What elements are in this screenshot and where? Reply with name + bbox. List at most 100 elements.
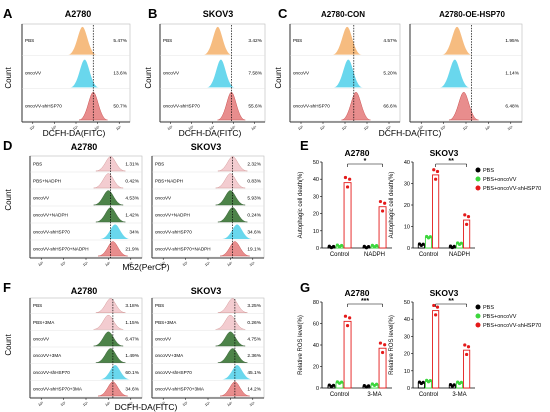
row-label-F-left-5: oncoVV-shHSP70+3MA [33, 387, 83, 392]
panel-D-xlabel: M52(PerCP) [122, 262, 169, 272]
histogram-C-right-2 [448, 91, 479, 121]
panel-C-ylabel: Count [274, 67, 283, 89]
bar-point-0-1-2-0 [378, 199, 383, 204]
flow-frame-A [21, 23, 131, 123]
legend-E-item-0: PBS [483, 168, 494, 174]
row-pct-C-right-2: 6.48% [505, 103, 519, 109]
x-tick-label-D-left-2: 10⁴ [82, 261, 89, 267]
histogram-C-left-0 [332, 26, 362, 55]
x-tick-label-F-left-1: 10³ [60, 401, 67, 407]
x-tick-label-F-right-4: 10⁶ [249, 401, 256, 407]
panel-C-right-title: A2780-OE-HSP70 [439, 10, 505, 19]
bar-chart-title-3: SKOV3 [430, 288, 459, 298]
bar-category-label-0-1: NADPH [364, 252, 385, 258]
row-label-F-left-3: oncoVV+3MA [33, 353, 62, 358]
histogram-C-right-0 [442, 26, 472, 55]
row-pct-D-left-2: 4.53% [125, 195, 139, 201]
x-tick-label-F-right-3: 10⁵ [227, 401, 234, 407]
row-label-F-left-4: oncoVV-shHSP70 [33, 370, 70, 375]
row-pct-F-left-4: 60.1% [125, 370, 139, 376]
row-pct-F-right-2: 4.75% [247, 337, 261, 343]
bar-y-tick-label-3-4: 40 [404, 317, 410, 323]
bar-y-tick-label-1-4: 40 [404, 160, 410, 166]
bar-point-1-0-1-2 [428, 235, 432, 239]
bar-chart-0: A2780 Autophagic cell death(%) 0 10 20 30 40 50… [298, 148, 392, 258]
row-label-D-left-4: oncoVV-shHSP70 [33, 229, 70, 234]
bar-y-tick-label-2-3: 60 [313, 322, 319, 328]
bar-point-1-0-0-2 [421, 242, 425, 246]
bar-1-0-2 [432, 174, 440, 249]
x-tick-label-B-4: 10⁶ [251, 125, 258, 131]
bar-point-0-0-1-2 [340, 243, 344, 248]
histogram-C-left-2 [341, 91, 371, 121]
x-tick-label-D-right-3: 10⁵ [227, 261, 234, 267]
row-label-D-right-5: oncoVV-shHSP70+NADPH [155, 246, 211, 251]
row-pct-A-0: 5.47% [113, 38, 127, 44]
legend-E-item-2: PBS+oncoVV-shHSP70 [483, 186, 541, 192]
histogram-D-left-4 [100, 224, 130, 239]
bar-point-0-0-2-2 [348, 177, 352, 181]
panel-letter-F: F [3, 280, 11, 295]
x-tick-label-B-2: 10⁴ [209, 125, 216, 131]
x-tick-label-A-0: 10² [29, 125, 36, 131]
bar-charts: A2780 Autophagic cell death(%) 0 10 20 30 40 50… [298, 148, 475, 398]
row-label-D-right-0: PBS [155, 161, 164, 166]
row-label-F-left-0: PBS [33, 303, 42, 308]
histogram-F-left-4 [100, 365, 130, 380]
x-tick-label-A-3: 10⁵ [94, 125, 101, 131]
row-label-B-0: PBS [163, 38, 172, 43]
x-tick-label-C-left-0: 10² [297, 125, 304, 131]
bar-chart-ylabel-2: Relative ROS level(%) [298, 315, 304, 375]
row-pct-D-left-5: 21.9% [125, 246, 139, 252]
bar-point-1-0-2-0 [432, 168, 436, 172]
x-tick-label-C-right-1: 10³ [440, 125, 447, 131]
bar-point-0-1-2-1 [380, 209, 385, 213]
bar-point-3-0-2-2 [435, 305, 440, 309]
panel-letter-C: C [278, 6, 288, 21]
legend-E: PBS PBS+oncoVV PBS+oncoVV-shHSP70 [475, 167, 541, 192]
bar-chart-ylabel-0: Autophagic cell death(%) [298, 172, 304, 239]
x-tick-label-C-left-3: 10⁵ [363, 125, 370, 131]
bar-y-tick-label-2-2: 40 [313, 343, 319, 349]
row-label-D-left-5: oncoVV-shHSP70+NADPH [33, 246, 89, 251]
histogram-F-right-0 [217, 298, 248, 313]
bar-point-3-0-2-0 [432, 303, 436, 308]
bar-point-2-1-1-2 [375, 382, 379, 386]
x-tick-label-D-right-0: 10² [159, 261, 166, 267]
bar-0-0-2 [343, 182, 352, 249]
x-tick-label-F-left-2: 10⁴ [82, 401, 89, 407]
row-pct-F-left-5: 34.6% [125, 387, 139, 393]
bar-y-tick-label-1-3: 30 [404, 182, 410, 188]
row-pct-B-0: 3.42% [248, 38, 262, 44]
row-pct-F-left-0: 3.18% [125, 303, 139, 309]
bar-3-0-2 [432, 310, 440, 389]
row-label-F-right-1: PBS+3MA [155, 320, 177, 325]
row-pct-A-2: 50.7% [113, 103, 127, 109]
bar-chart-title-0: A2780 [344, 148, 369, 158]
panel-D-left-title: A2780 [71, 142, 98, 152]
legend-E-item-1: PBS+oncoVV [483, 177, 517, 183]
panel-D-right-title: SKOV3 [191, 142, 222, 152]
bar-point-0-1-2-2 [383, 201, 387, 205]
flow-box-C-right: 1.95% 1.14% 6.48% 10² 10³ 10⁴ 10⁵ 10⁶ [409, 23, 523, 131]
row-pct-D-left-4: 34% [129, 229, 139, 235]
flow-frame-D-right [151, 155, 265, 259]
bar-2-1-2 [378, 347, 387, 389]
row-pct-F-right-1: 0.26% [247, 320, 261, 326]
panel-F-left-title: A2780 [71, 286, 98, 296]
row-pct-D-right-0: 2.32% [247, 161, 261, 167]
bar-chart-ylabel-1: Autophagic cell death(%) [389, 172, 395, 239]
row-label-D-right-4: oncoVV-shHSP70 [155, 229, 192, 234]
panel-F-xlabel: DCFH-DA(FITC) [115, 402, 178, 412]
bar-point-1-1-0-2 [452, 244, 456, 249]
histogram-F-left-0 [95, 298, 126, 313]
row-label-D-left-0: PBS [33, 161, 42, 166]
panel-B-title: SKOV3 [203, 9, 234, 19]
histogram-F-right-3 [217, 348, 248, 363]
bar-y-tick-label-1-0: 0 [407, 246, 410, 252]
bar-point-0-0-2-1 [345, 185, 350, 189]
bar-point-3-0-1-2 [428, 379, 432, 383]
sig-mark-3: ** [448, 298, 454, 305]
bar-y-tick-label-2-0: 0 [316, 386, 319, 392]
x-tick-label-D-left-3: 10⁵ [105, 261, 112, 267]
